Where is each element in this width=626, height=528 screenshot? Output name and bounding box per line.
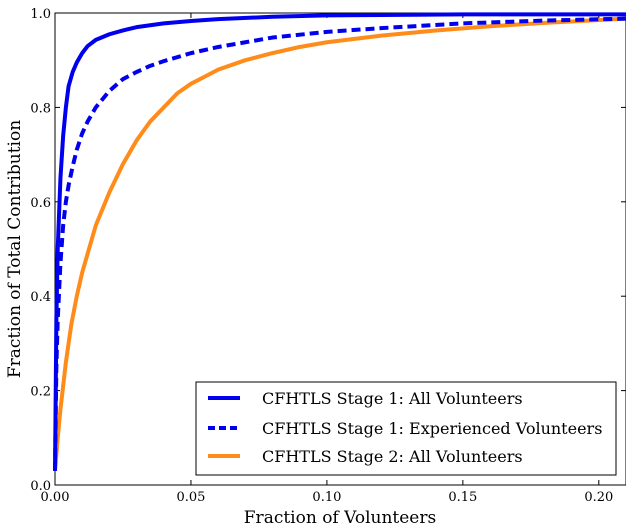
y-tick-label: 0.4 bbox=[30, 290, 51, 305]
legend-label-stage1-experienced: CFHTLS Stage 1: Experienced Volunteers bbox=[262, 419, 602, 438]
x-tick-label: 0.20 bbox=[584, 490, 613, 505]
plot-frame bbox=[54, 12, 626, 486]
y-axis-label: Fraction of Total Contribution bbox=[5, 120, 25, 378]
y-tick-label: 0.6 bbox=[30, 196, 51, 211]
y-tick-label: 0.0 bbox=[30, 479, 51, 494]
x-tick-label: 0.05 bbox=[176, 490, 205, 505]
legend-label-stage2-all: CFHTLS Stage 2: All Volunteers bbox=[262, 447, 523, 466]
legend-box bbox=[195, 381, 617, 476]
x-tick-label: 0.15 bbox=[448, 490, 477, 505]
legend: CFHTLS Stage 1: All Volunteers CFHTLS St… bbox=[195, 381, 617, 476]
y-tick-label: 0.8 bbox=[30, 101, 51, 116]
x-tick-label: 0.00 bbox=[41, 490, 70, 505]
series-line-stage1-experienced bbox=[53, 16, 626, 471]
x-tick-label: 0.10 bbox=[312, 490, 341, 505]
y-tick-label: 1.0 bbox=[30, 7, 51, 22]
y-tick-label: 0.2 bbox=[30, 385, 51, 400]
x-axis-label: Fraction of Volunteers bbox=[244, 508, 436, 528]
series-line-stage1-all bbox=[53, 12, 626, 471]
series-line-stage2-all bbox=[53, 16, 626, 472]
legend-label-stage1-all: CFHTLS Stage 1: All Volunteers bbox=[262, 389, 523, 408]
series-layer bbox=[53, 12, 626, 472]
ticks: 0.00 0.05 0.10 0.15 0.20 0.0 0.2 0.4 0.6 0.8 1.0 bbox=[30, 7, 626, 505]
